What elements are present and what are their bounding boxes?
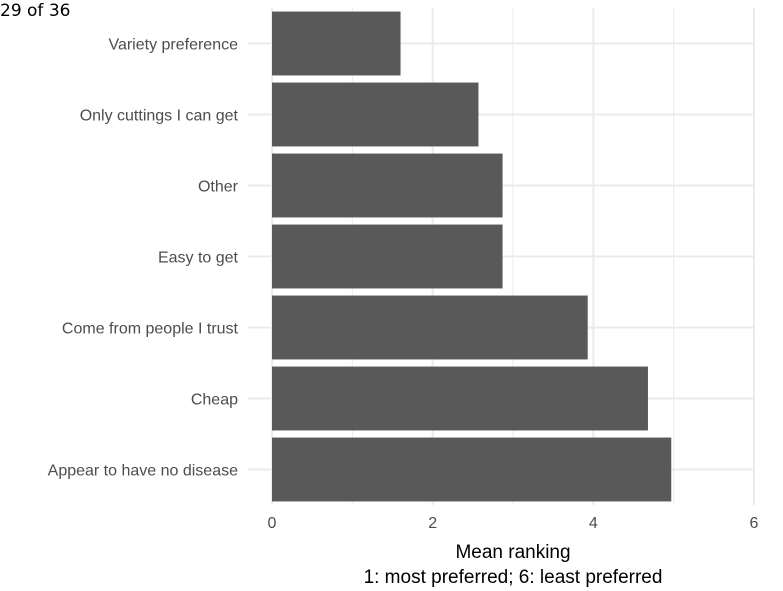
bar <box>272 295 588 360</box>
bar <box>272 11 401 76</box>
page-counter: 29 of 36 <box>0 1 71 21</box>
category-label: Variety preference <box>108 37 238 54</box>
x-tick-label: 4 <box>589 515 598 532</box>
x-tick-label: 2 <box>428 515 437 532</box>
bar <box>272 366 648 431</box>
category-label: Come from people I trust <box>62 321 239 338</box>
category-label: Appear to have no disease <box>48 463 238 480</box>
category-label: Other <box>198 179 239 196</box>
x-axis-title: Mean ranking <box>455 542 570 563</box>
bar <box>272 437 672 502</box>
category-labels: Variety preference Only cuttings I can ge… <box>48 37 239 480</box>
category-label: Easy to get <box>158 250 239 267</box>
bar <box>272 224 503 289</box>
x-axis-subtitle: 1: most preferred; 6: least preferred <box>364 567 663 588</box>
x-tick-labels: 0 2 4 6 <box>268 515 759 532</box>
category-label: Only cuttings I can get <box>80 108 239 125</box>
bar <box>272 82 479 147</box>
x-tick-label: 6 <box>750 515 759 532</box>
bars <box>272 11 672 502</box>
category-label: Cheap <box>191 392 238 409</box>
x-tick-label: 0 <box>268 515 277 532</box>
bar <box>272 153 503 218</box>
